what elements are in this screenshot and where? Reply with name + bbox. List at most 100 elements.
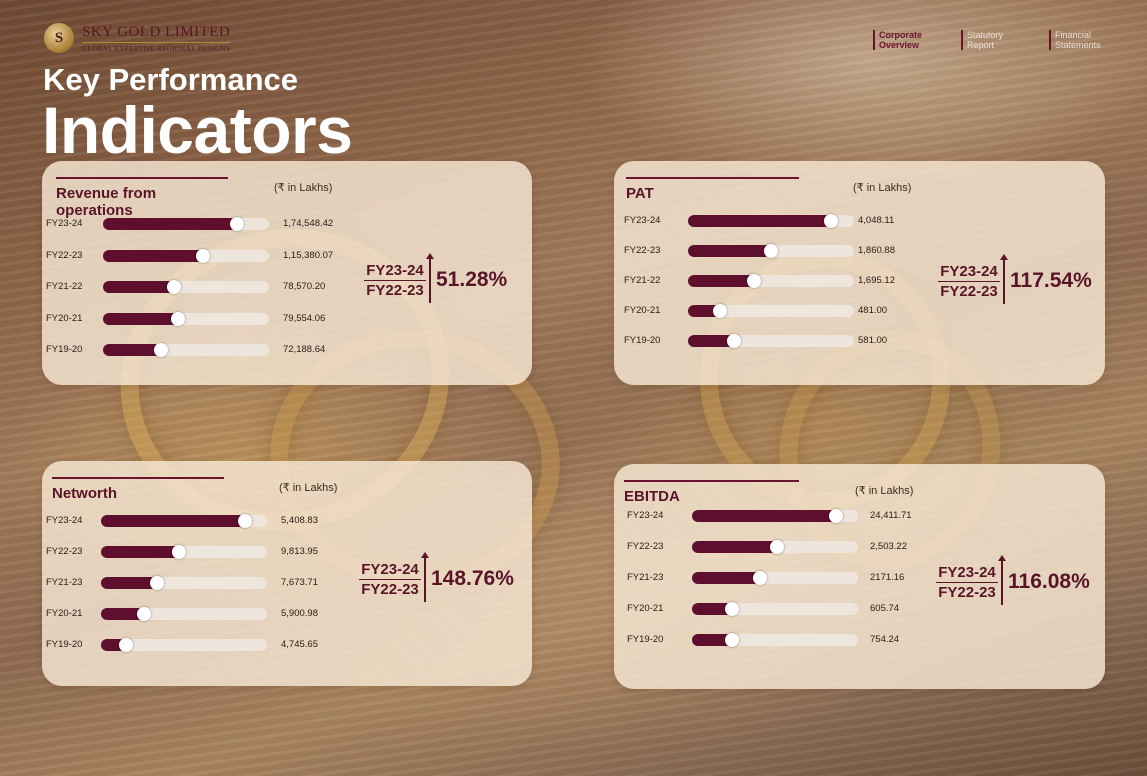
kpi-value: 1,74,548.42 [283, 218, 334, 229]
bar-track [103, 280, 269, 294]
bar-track [101, 576, 267, 590]
bar-fill [688, 275, 755, 287]
bar-track [101, 545, 267, 559]
growth-indicator: FY23-24 FY22-23 116.08% [936, 555, 1090, 605]
bar-fill [103, 281, 175, 293]
kpi-value: 4,048.11 [858, 215, 895, 226]
up-arrow-icon [421, 552, 429, 602]
bar-track [688, 274, 854, 288]
bar-fill [101, 546, 180, 558]
bar-fill [101, 608, 145, 620]
fiscal-year-label: FY23-24 [46, 218, 83, 229]
fraction-line [938, 280, 1000, 282]
kpi-row: FY21-23 2171.16 [627, 571, 950, 585]
bar-track [101, 514, 267, 528]
bar-track [692, 602, 858, 616]
nav-financial-statements[interactable]: Financial Statements [1049, 30, 1137, 50]
company-tagline: GLOBAL EXPERTISE.REGIONAL DESIGNS [82, 44, 231, 53]
bar-knob [753, 571, 768, 585]
bar-track [692, 571, 858, 585]
kpi-value: 605.74 [870, 603, 900, 614]
fiscal-year-label: FY20-21 [46, 608, 83, 619]
kpi-row: FY19-20 4,745.65 [46, 638, 361, 652]
growth-indicator: FY23-24 FY22-23 117.54% [938, 254, 1092, 304]
fiscal-year-label: FY19-20 [624, 335, 661, 346]
bar-knob [137, 607, 152, 621]
bar-fill [103, 344, 162, 356]
bar-fill [692, 634, 732, 646]
bar-fill [103, 249, 203, 262]
section-nav: Corporate Overview Statutory Report Fina… [873, 30, 1137, 50]
bar-track [101, 638, 267, 652]
up-arrow-icon [426, 253, 434, 303]
unit-label: (₹ in Lakhs) [279, 482, 338, 494]
bar-fill [692, 510, 837, 522]
bar-fill [688, 305, 720, 317]
bar-knob [724, 633, 739, 647]
fraction-line [359, 578, 421, 580]
growth-percent: 51.28% [436, 268, 508, 291]
nav-corporate-overview[interactable]: Corporate Overview [873, 30, 961, 50]
kpi-row: FY20-21 79,554.06 [46, 311, 363, 326]
kpi-value: 1,15,380.07 [283, 249, 334, 261]
bar-fill [688, 215, 831, 227]
kpi-value: 79,554.06 [283, 312, 326, 324]
kpi-row: FY23-24 5,408.83 [46, 514, 361, 528]
bar-fill [692, 572, 761, 584]
kpi-row: FY22-23 2,503.22 [627, 540, 950, 554]
kpi-row: FY22-23 1,15,380.07 [46, 248, 363, 263]
bar-knob [747, 274, 762, 288]
kpi-value: 754.24 [870, 634, 900, 645]
kpi-panel-ebitda: EBITDA (₹ in Lakhs) FY23-24 24,411.71 FY22… [614, 464, 1105, 689]
fiscal-year-label: FY21-22 [624, 275, 661, 286]
bar-track [103, 343, 269, 357]
bar-knob [170, 311, 185, 326]
bar-knob [230, 217, 245, 231]
fiscal-year-label: FY23-24 [46, 515, 83, 526]
kpi-row: FY20-21 5,900.98 [46, 607, 361, 621]
kpi-value: 24,411.71 [870, 510, 912, 521]
panel-title: Revenue from operations [56, 177, 228, 219]
growth-indicator: FY23-24 FY22-23 51.28% [364, 253, 508, 303]
bar-fill [692, 541, 777, 553]
nav-statutory-report[interactable]: Statutory Report [961, 30, 1049, 50]
kpi-row: FY23-24 24,411.71 [627, 509, 950, 523]
up-arrow-icon [998, 555, 1006, 605]
bar-track [688, 304, 854, 318]
bar-track [692, 633, 858, 647]
bar-track [688, 214, 854, 228]
fiscal-year-label: FY20-21 [46, 312, 83, 324]
kpi-row: FY19-20 754.24 [627, 633, 950, 647]
growth-percent: 148.76% [431, 567, 514, 590]
kpi-row: FY19-20 581.00 [624, 334, 938, 348]
kpi-value: 72,188.64 [283, 344, 326, 355]
kpi-value: 7,673.71 [281, 577, 318, 588]
bar-fill [688, 245, 771, 257]
growth-numerator: FY23-24 [940, 262, 998, 280]
unit-label: (₹ in Lakhs) [855, 485, 914, 497]
kpi-value: 2171.16 [870, 572, 905, 583]
growth-denominator: FY22-23 [940, 282, 998, 300]
bar-knob [764, 244, 778, 258]
bar-knob [769, 540, 784, 554]
bar-fill [103, 218, 238, 230]
kpi-value: 9,813.95 [281, 546, 318, 557]
kpi-row: FY20-21 481.00 [624, 304, 938, 318]
kpi-row: FY21-22 78,570.20 [46, 280, 363, 294]
unit-label: (₹ in Lakhs) [274, 182, 333, 194]
growth-percent: 117.54% [1010, 269, 1092, 292]
bar-track [692, 540, 858, 554]
bar-knob [172, 545, 187, 559]
bar-track [692, 509, 858, 523]
bar-track [688, 334, 854, 348]
kpi-value: 581.00 [858, 335, 888, 346]
kpi-value: 5,900.98 [281, 608, 318, 619]
kpi-panel-networth: Networth (₹ in Lakhs) FY23-24 5,408.83 FY2… [42, 461, 532, 686]
kpi-row: FY22-23 1,860.88 [624, 244, 938, 258]
kpi-value: 481.00 [858, 305, 888, 316]
fiscal-year-label: FY22-23 [627, 541, 664, 552]
fiscal-year-label: FY22-23 [46, 249, 83, 261]
bar-knob [724, 602, 739, 616]
fiscal-year-label: FY22-23 [46, 546, 83, 557]
growth-numerator: FY23-24 [366, 261, 424, 279]
